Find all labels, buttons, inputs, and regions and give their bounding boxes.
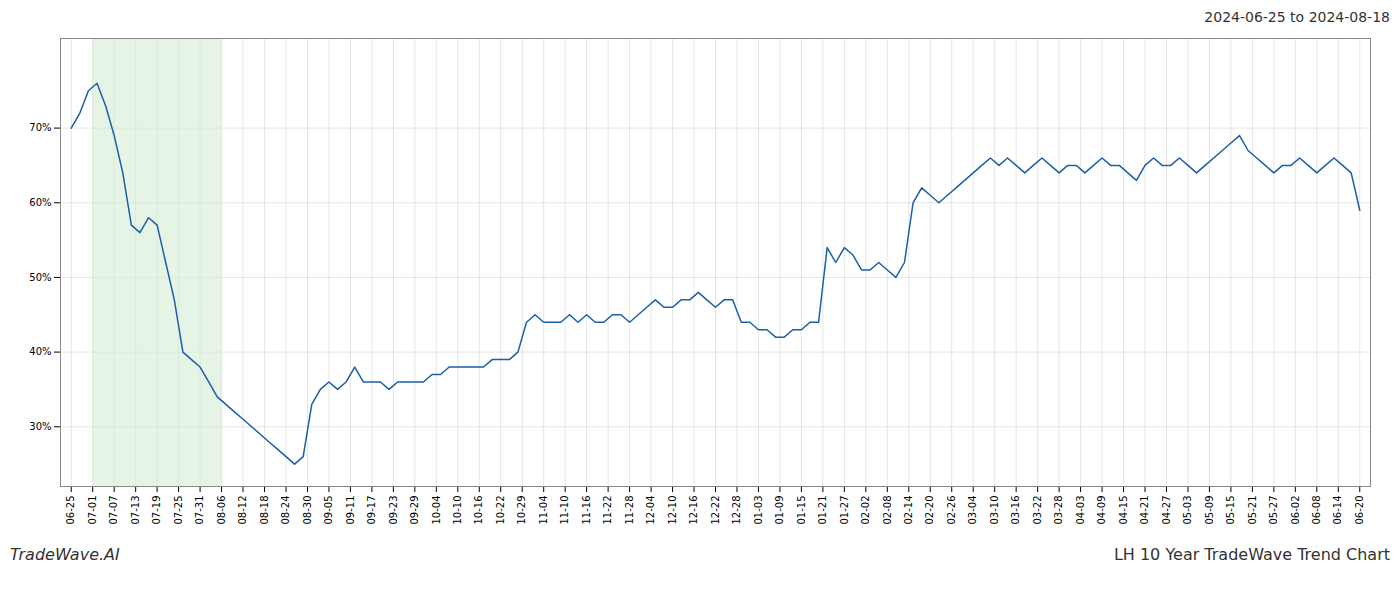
svg-text:03-04: 03-04 xyxy=(967,496,978,525)
svg-text:06-02: 06-02 xyxy=(1290,496,1301,525)
svg-text:05-15: 05-15 xyxy=(1225,496,1236,525)
svg-text:07-01: 07-01 xyxy=(87,496,98,525)
svg-text:08-24: 08-24 xyxy=(280,496,291,525)
svg-text:11-22: 11-22 xyxy=(602,496,613,525)
svg-text:07-31: 07-31 xyxy=(194,496,205,525)
svg-text:09-11: 09-11 xyxy=(345,496,356,525)
svg-text:70%: 70% xyxy=(29,122,51,133)
svg-text:30%: 30% xyxy=(29,421,51,432)
svg-text:05-09: 05-09 xyxy=(1204,496,1215,525)
svg-text:01-21: 01-21 xyxy=(817,496,828,525)
svg-text:03-22: 03-22 xyxy=(1032,496,1043,525)
svg-text:12-28: 12-28 xyxy=(731,496,742,525)
svg-text:08-30: 08-30 xyxy=(302,496,313,525)
svg-text:07-07: 07-07 xyxy=(108,496,119,525)
svg-text:05-03: 05-03 xyxy=(1182,496,1193,525)
svg-text:11-10: 11-10 xyxy=(559,496,570,525)
svg-text:01-15: 01-15 xyxy=(796,496,807,525)
svg-text:03-28: 03-28 xyxy=(1053,496,1064,525)
svg-text:09-29: 09-29 xyxy=(409,496,420,525)
svg-text:12-16: 12-16 xyxy=(688,496,699,525)
svg-text:04-21: 04-21 xyxy=(1139,496,1150,525)
svg-text:09-23: 09-23 xyxy=(388,496,399,525)
html-text:TradeWave.AI: TradeWave.AI xyxy=(10,545,120,564)
html-text:LH 10 Year TradeWave Trend Cha: LH 10 Year TradeWave Trend Chart xyxy=(1113,545,1390,564)
svg-text:10-22: 10-22 xyxy=(495,496,506,525)
svg-text:07-25: 07-25 xyxy=(173,496,184,525)
svg-text:06-14: 06-14 xyxy=(1332,496,1343,525)
svg-text:10-29: 10-29 xyxy=(516,496,527,525)
svg-text:09-05: 09-05 xyxy=(323,496,334,525)
svg-text:01-27: 01-27 xyxy=(839,496,850,525)
svg-text:04-09: 04-09 xyxy=(1096,496,1107,525)
svg-text:04-15: 04-15 xyxy=(1118,496,1129,525)
svg-text:08-12: 08-12 xyxy=(237,496,248,525)
svg-text:02-02: 02-02 xyxy=(860,496,871,525)
svg-text:06-25: 06-25 xyxy=(65,496,76,525)
svg-text:12-22: 12-22 xyxy=(710,496,721,525)
svg-text:50%: 50% xyxy=(29,272,51,283)
svg-text:10-10: 10-10 xyxy=(452,496,463,525)
svg-text:09-17: 09-17 xyxy=(366,496,377,525)
svg-text:12-10: 12-10 xyxy=(667,496,678,525)
svg-text:07-13: 07-13 xyxy=(130,496,141,525)
svg-text:40%: 40% xyxy=(29,346,51,357)
svg-text:10-04: 10-04 xyxy=(431,496,442,525)
svg-text:02-26: 02-26 xyxy=(946,496,957,525)
svg-text:02-14: 02-14 xyxy=(903,496,914,525)
svg-text:05-27: 05-27 xyxy=(1268,496,1279,525)
svg-text:07-19: 07-19 xyxy=(151,496,162,525)
svg-text:01-09: 01-09 xyxy=(774,496,785,525)
svg-text:11-28: 11-28 xyxy=(624,496,635,525)
svg-text:11-04: 11-04 xyxy=(538,496,549,525)
svg-text:06-20: 06-20 xyxy=(1354,496,1365,525)
svg-text:04-27: 04-27 xyxy=(1161,496,1172,525)
svg-text:11-16: 11-16 xyxy=(581,496,592,525)
svg-text:60%: 60% xyxy=(29,197,51,208)
html-text:2024-06-25 to 2024-08-18: 2024-06-25 to 2024-08-18 xyxy=(1204,9,1390,25)
svg-text:02-20: 02-20 xyxy=(924,496,935,525)
svg-text:12-04: 12-04 xyxy=(645,496,656,525)
svg-text:08-18: 08-18 xyxy=(259,496,270,525)
svg-text:01-03: 01-03 xyxy=(753,496,764,525)
svg-text:06-08: 06-08 xyxy=(1311,496,1322,525)
svg-text:08-06: 08-06 xyxy=(216,496,227,525)
svg-text:03-16: 03-16 xyxy=(1010,496,1021,525)
svg-text:05-21: 05-21 xyxy=(1247,496,1258,525)
svg-text:02-08: 02-08 xyxy=(882,496,893,525)
svg-text:10-16: 10-16 xyxy=(473,496,484,525)
svg-text:03-10: 03-10 xyxy=(989,496,1000,525)
svg-text:04-03: 04-03 xyxy=(1075,496,1086,525)
